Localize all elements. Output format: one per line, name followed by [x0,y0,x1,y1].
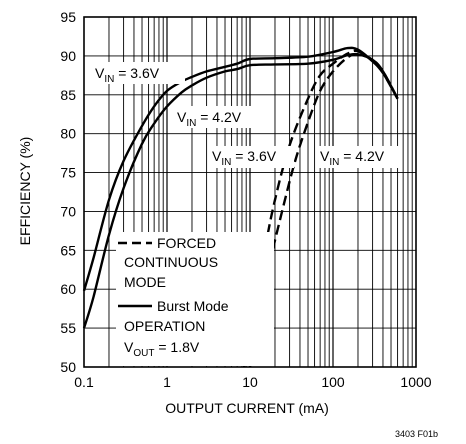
y-tick-label: 55 [60,320,76,336]
annotation-vin-3v6-forced: VIN = 3.6V [212,148,277,168]
x-axis-label: OUTPUT CURRENT (mA) [165,400,329,416]
legend-dashed-line-1: FORCED [157,235,216,251]
x-tick-label: 100 [321,374,345,390]
x-tick-label: 0.1 [74,374,94,390]
y-tick-label: 95 [60,9,76,25]
y-tick-label: 85 [60,87,76,103]
y-tick-label: 80 [60,126,76,142]
y-tick-label: 75 [60,165,76,181]
y-axis-label: EFFICIENCY (%) [17,137,33,246]
series-line-3 [242,49,399,368]
y-tick-label: 50 [60,359,76,375]
annotation-bg-1 [93,62,185,84]
x-tick-label: 1 [163,374,171,390]
y-tick-label: 60 [60,281,76,297]
y-tick-label: 65 [60,242,76,258]
plot-frame [83,16,417,368]
y-tick-label: 90 [60,48,76,64]
annotation-bg-3 [210,146,294,168]
series-line-4 [248,53,399,368]
y-tick-label: 70 [60,203,76,219]
legend-dashed-line-2: CONTINUOUS [124,254,218,270]
annotation-vin-4v2-burst: VIN = 4.2V [177,109,242,129]
series-line-1 [82,46,399,292]
annotation-vin-4v2-forced: VIN = 4.2V [320,148,385,168]
tick-labels: 50 55 60 65 70 75 80 85 90 95 0.1 1 10 100 1000 [60,9,431,390]
annotation-bg-2 [176,106,262,128]
legend-solid-line-1: Burst Mode [157,298,229,314]
legend-background [116,232,274,366]
annotation-bg-4 [318,146,402,168]
legend-solid-line-2: OPERATION [124,318,205,334]
series-group [82,46,399,368]
legend-dashed-line-3: MODE [124,274,166,290]
legend-vout: VOUT = 1.8V [124,339,200,359]
annotation-vin-3v6-burst: VIN = 3.6V [95,65,160,85]
figure-footnote: 3403 F01b [395,429,438,439]
x-tick-label: 10 [242,374,258,390]
x-tick-label: 1000 [400,374,431,390]
